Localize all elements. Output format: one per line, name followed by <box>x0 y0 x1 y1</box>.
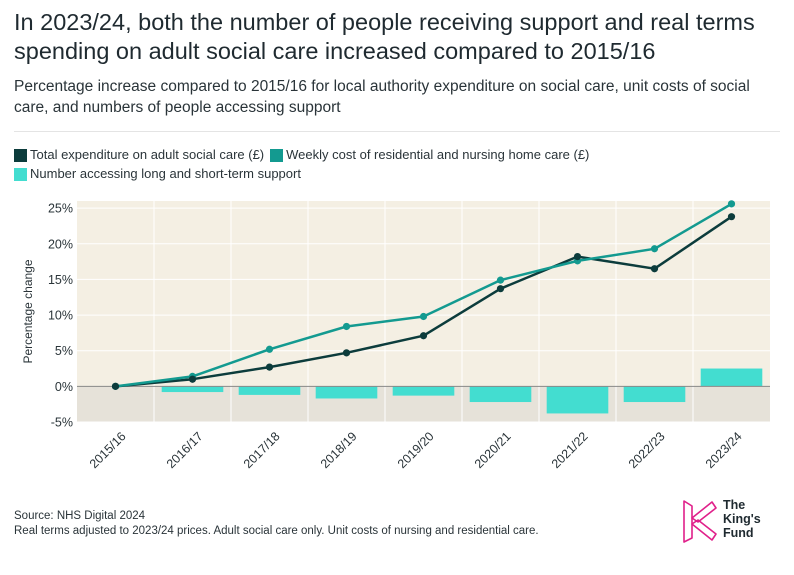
x-tick-label: 2021/22 <box>549 429 591 471</box>
line-chart: -5% 0% 5% 10% 15% 20% 25% Percentage change 2015… <box>21 200 770 471</box>
legend-swatch-number-accessing <box>14 167 27 181</box>
y-tick-label: 20% <box>48 237 73 251</box>
kings-fund-k-mark-icon <box>683 500 717 543</box>
source-notes: Source: NHS Digital 2024 Real terms adju… <box>14 509 539 539</box>
bar-number-accessing <box>238 386 301 395</box>
logo-wordmark: The King's Fund <box>723 498 761 540</box>
point-expenditure <box>573 253 582 261</box>
plot-background-positive <box>77 201 770 387</box>
point-expenditure <box>188 375 197 383</box>
logo-line-the: The <box>723 498 746 512</box>
point-expenditure <box>727 213 736 221</box>
point-weekly-cost <box>727 200 736 208</box>
bar-number-accessing <box>700 368 763 387</box>
bar-number-accessing <box>315 386 378 399</box>
y-tick-label: 15% <box>48 273 73 287</box>
y-tick-label: 25% <box>48 202 73 216</box>
legend-row-1: Total expenditure on adult social care (… <box>14 146 784 164</box>
legend-label-expenditure: Total expenditure on adult social care (… <box>30 147 265 162</box>
logo-line-fund: Fund <box>723 526 754 540</box>
point-expenditure <box>342 349 351 357</box>
kings-fund-logo: The King's Fund <box>680 496 770 544</box>
x-tick-label: 2015/16 <box>87 429 129 471</box>
x-tick-label: 2018/19 <box>318 429 360 471</box>
legend-item-number-accessing: Number accessing long and short-term sup… <box>14 165 301 183</box>
chart-subtitle: Percentage increase compared to 2015/16 … <box>14 78 750 116</box>
point-weekly-cost <box>496 276 505 284</box>
point-weekly-cost <box>342 322 351 331</box>
bar-number-accessing <box>469 386 532 403</box>
chart-title: In 2023/24, both the number of people re… <box>14 9 755 64</box>
legend-row-2: Number accessing long and short-term sup… <box>14 165 784 183</box>
bar-number-accessing <box>623 386 686 403</box>
legend-item-expenditure: Total expenditure on adult social care (… <box>14 146 264 164</box>
point-weekly-cost <box>265 345 274 353</box>
bar-number-accessing <box>392 386 455 396</box>
x-tick-label: 2017/18 <box>241 429 283 471</box>
legend-swatch-expenditure <box>14 148 27 162</box>
header-divider <box>14 131 780 132</box>
point-expenditure <box>419 332 428 340</box>
legend-label-number-accessing: Number accessing long and short-term sup… <box>30 166 301 181</box>
point-weekly-cost <box>650 245 659 253</box>
bar-number-accessing <box>161 386 224 393</box>
point-weekly-cost <box>419 312 428 321</box>
note-text: Real terms adjusted to 2023/24 prices. A… <box>14 525 539 537</box>
point-expenditure <box>111 382 120 390</box>
source-text: Source: NHS Digital 2024 <box>14 510 146 522</box>
y-tick-label: 5% <box>55 344 73 358</box>
bar-number-accessing <box>546 386 609 414</box>
x-tick-label: 2023/24 <box>703 429 745 471</box>
x-tick-label: 2016/17 <box>164 429 206 471</box>
legend-label-weekly-cost: Weekly cost of residential and nursing h… <box>286 147 590 162</box>
y-tick-label: 10% <box>48 309 73 323</box>
y-tick-label: -5% <box>51 416 73 430</box>
point-expenditure <box>650 265 659 273</box>
y-axis-label: Percentage change <box>21 259 35 363</box>
x-tick-label: 2022/23 <box>626 429 668 471</box>
point-expenditure <box>496 285 505 293</box>
x-tick-label: 2020/21 <box>472 429 514 471</box>
y-tick-label: 0% <box>55 380 73 394</box>
legend: Total expenditure on adult social care (… <box>14 146 784 184</box>
legend-swatch-weekly-cost <box>270 148 284 162</box>
logo-line-kings: King's <box>723 512 761 526</box>
x-tick-label: 2019/20 <box>395 429 437 471</box>
legend-item-weekly-cost: Weekly cost of residential and nursing h… <box>270 146 589 164</box>
point-expenditure <box>265 363 274 371</box>
